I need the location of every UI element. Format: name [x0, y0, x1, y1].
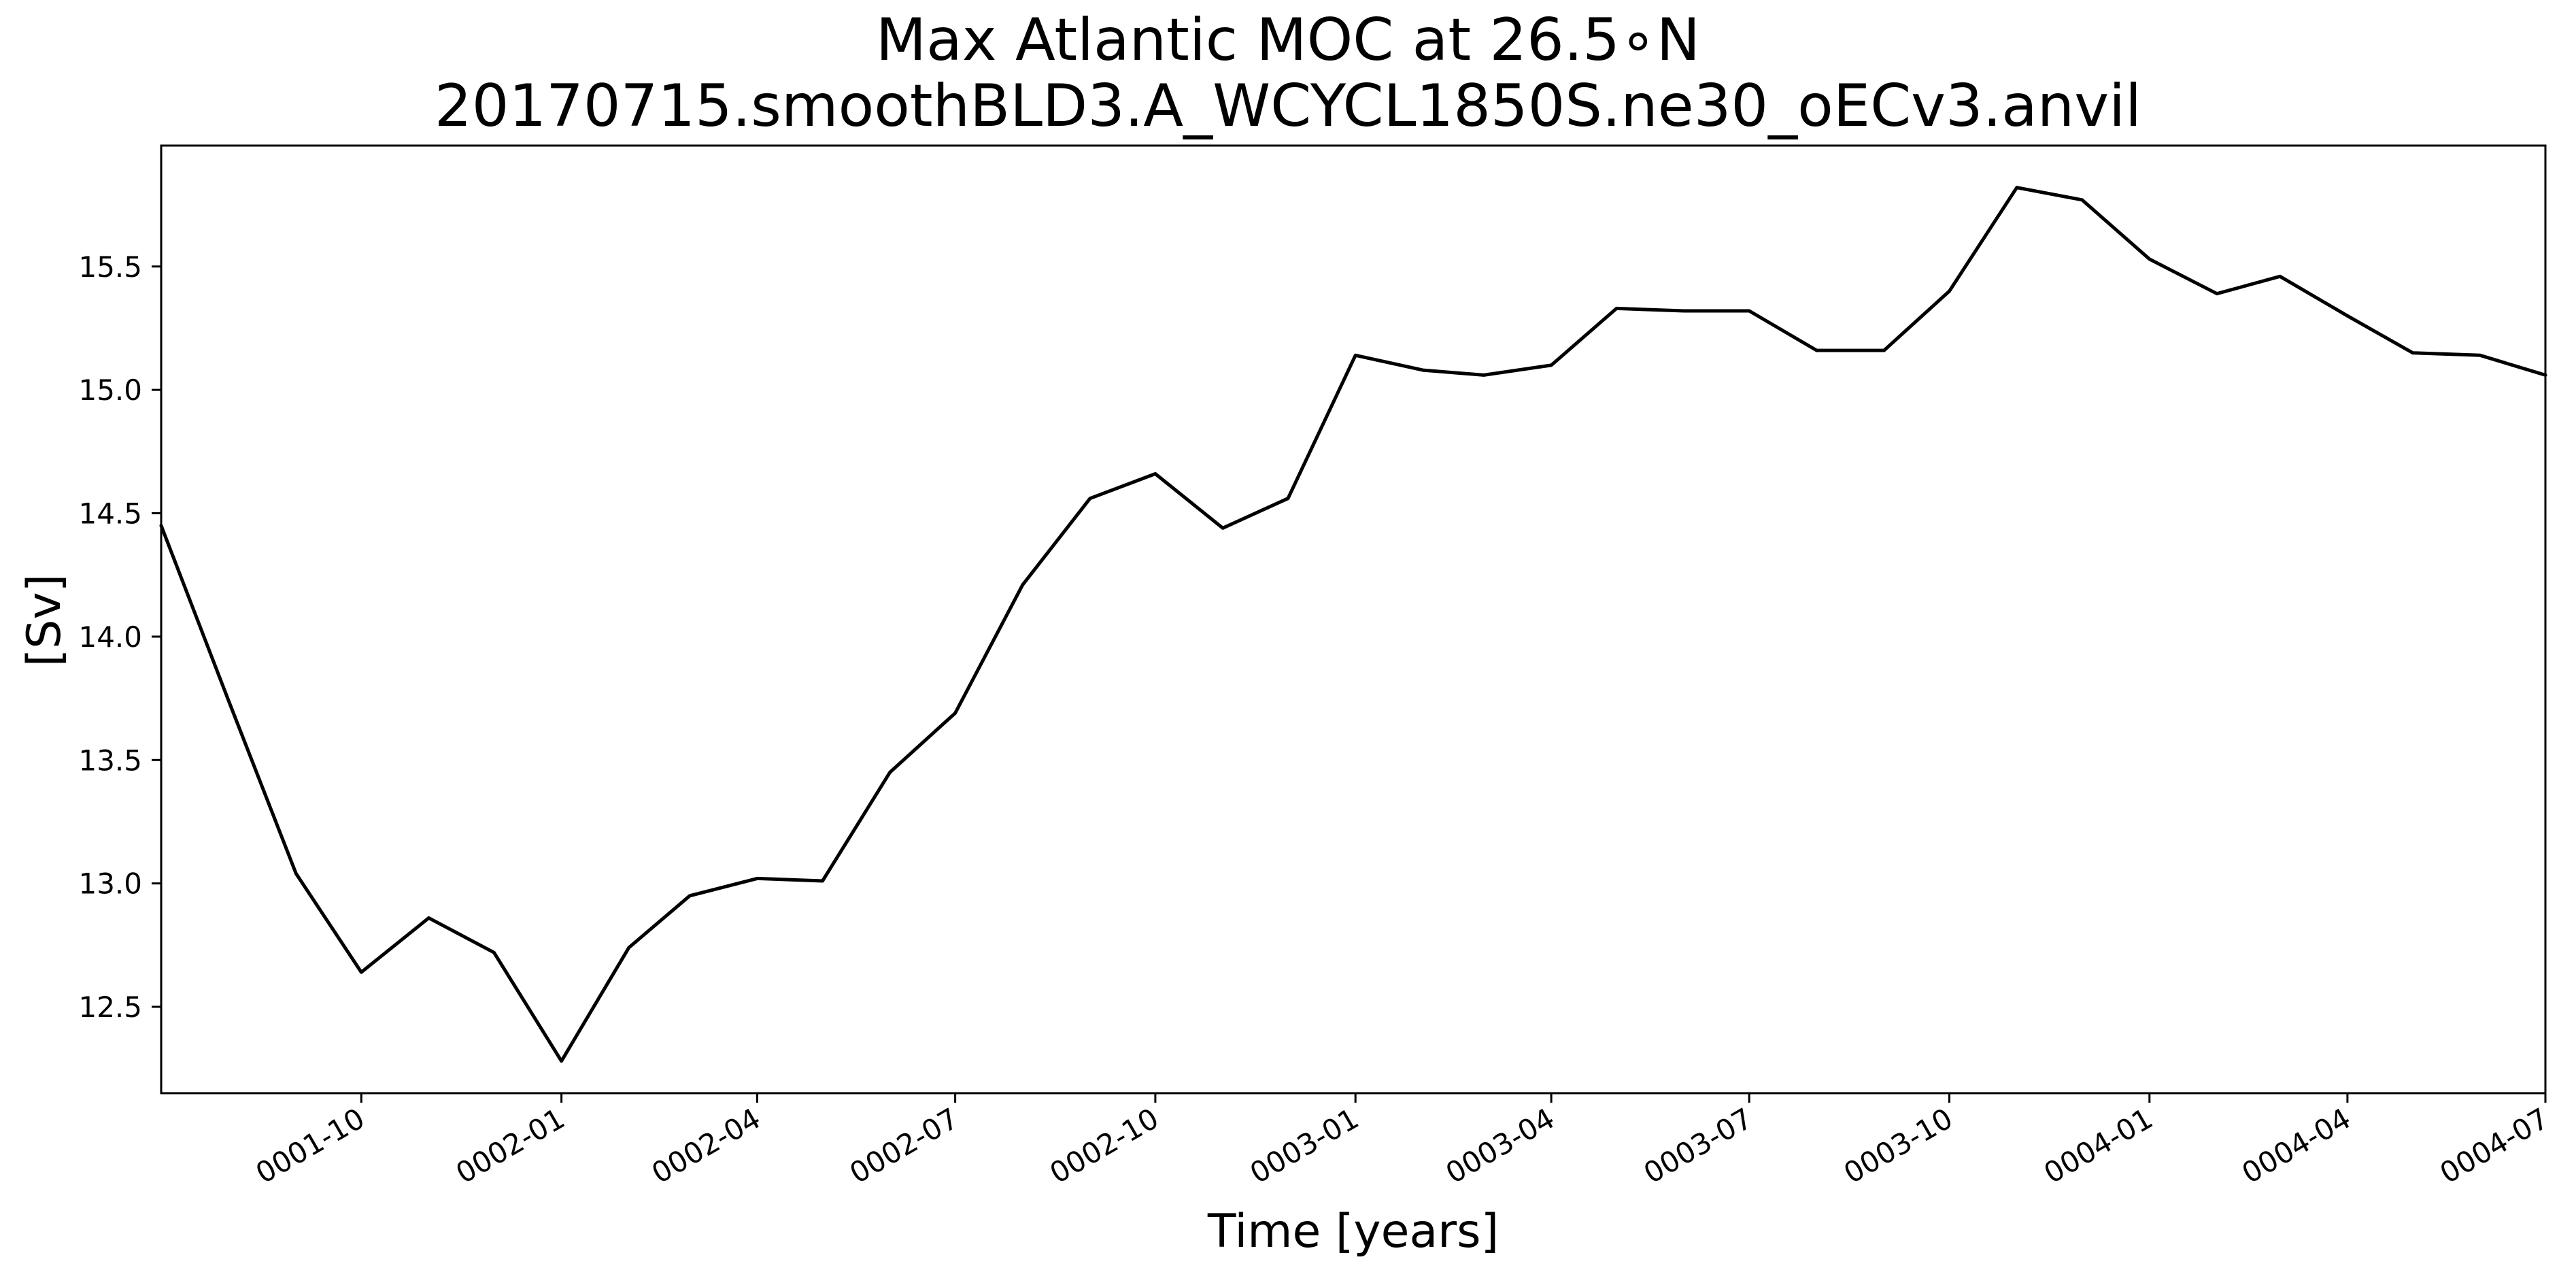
- x-tick-label: 0004-04: [2236, 1101, 2356, 1190]
- x-tick-label: 0003-07: [1638, 1101, 1758, 1190]
- series-line: [159, 186, 2547, 1063]
- x-tick-label: 0003-04: [1440, 1101, 1560, 1190]
- x-tick-label: 0001-10: [250, 1101, 370, 1190]
- y-tick-label: 14.5: [78, 497, 142, 531]
- x-tick-label: 0004-01: [2038, 1101, 2158, 1190]
- x-tick-label: 0003-01: [1244, 1101, 1364, 1190]
- x-axis-label: Time [years]: [1207, 1205, 1499, 1258]
- x-tick-label: 0002-01: [450, 1101, 570, 1190]
- y-ticks: 12.5 13.0 13.5 14.0 14.5 15.0 15.5: [78, 250, 161, 1024]
- x-ticks: 0001-10 0002-01 0002-04 0002-07 0002-10 0003-…: [250, 1093, 2554, 1190]
- data-points: [161, 188, 2545, 1061]
- chart-title: Max Atlantic MOC at 26.5∘N: [876, 6, 1700, 74]
- y-axis-label: [Sv]: [18, 574, 71, 667]
- x-tick-label: 0002-07: [844, 1101, 964, 1190]
- y-tick-label: 13.5: [78, 744, 142, 777]
- chart-subtitle: 20170715.smoothBLD3.A_WCYCL1850S.ne30_oE…: [435, 72, 2141, 140]
- plot-area: 12.5 13.0 13.5 14.0 14.5 15.0 15.5 0001-10 0002…: [78, 144, 2554, 1190]
- x-tick-label: 0004-07: [2435, 1101, 2554, 1190]
- y-tick-label: 13.0: [78, 867, 142, 901]
- plot-frame: [160, 144, 2547, 1095]
- y-tick-label: 15.5: [78, 250, 142, 284]
- x-tick-label: 0003-10: [1838, 1101, 1958, 1190]
- y-tick-label: 14.0: [78, 620, 142, 654]
- x-tick-label: 0002-10: [1044, 1101, 1164, 1190]
- y-tick-label: 12.5: [78, 990, 142, 1024]
- y-tick-label: 15.0: [78, 373, 142, 407]
- x-tick-label: 0002-04: [646, 1101, 766, 1190]
